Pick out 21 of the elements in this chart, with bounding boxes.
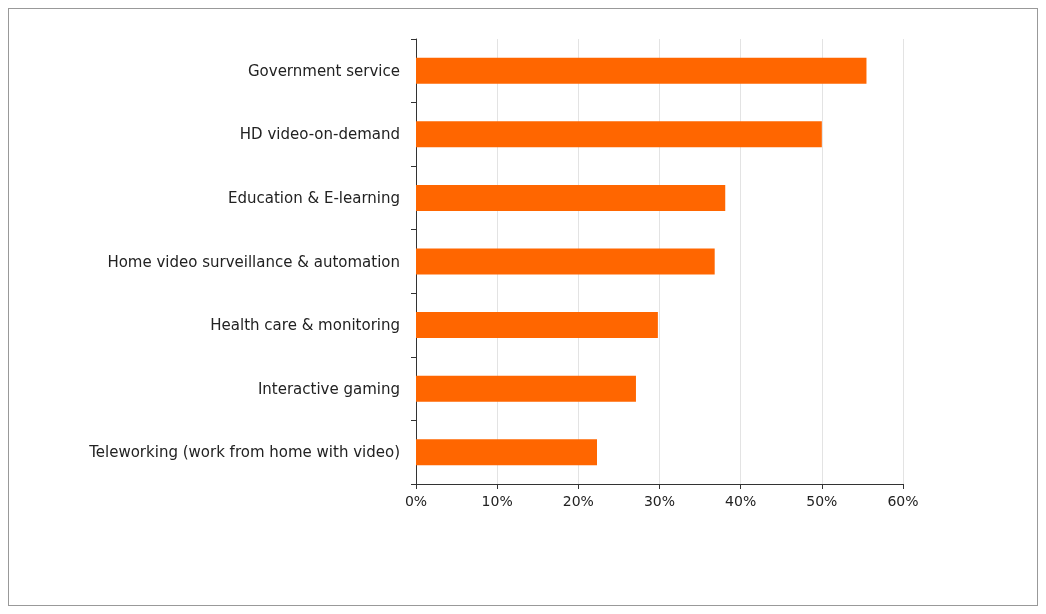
x-tick-label: 20% (562, 493, 594, 509)
y-tick-label: Interactive gaming (257, 379, 400, 398)
x-tick-label: 60% (887, 493, 919, 509)
bar (416, 121, 822, 148)
bar (416, 312, 658, 339)
bar (416, 184, 726, 211)
y-tick-label: Government service (247, 61, 400, 80)
y-tick-label: HD video-on-demand (239, 125, 400, 144)
x-tick-label: 50% (806, 493, 838, 509)
y-tick-label: Home video surveillance & automation (107, 252, 400, 271)
bar (416, 248, 715, 275)
y-tick-label: Education & E-learning (228, 188, 400, 207)
y-tick-label: Teleworking (work from home with video) (88, 443, 400, 462)
x-tick-label: 0% (404, 493, 428, 509)
x-tick-label: 10% (481, 493, 513, 509)
bar (416, 375, 636, 402)
x-tick-label: 30% (643, 493, 676, 509)
bar (416, 439, 597, 466)
x-tick-label: 40% (725, 493, 757, 509)
y-tick-label: Health care & monitoring (210, 316, 400, 335)
bar (416, 57, 867, 84)
